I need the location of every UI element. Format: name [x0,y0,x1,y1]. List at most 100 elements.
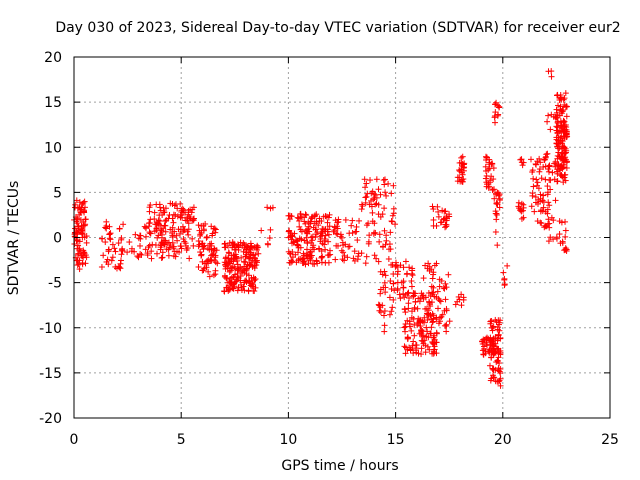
x-axis-label: GPS time / hours [281,458,398,474]
data-point [416,330,423,337]
data-point [481,343,488,350]
data-point [368,197,375,204]
data-point [315,245,322,252]
data-point [493,216,500,223]
data-point [334,242,341,249]
data-point [210,225,217,232]
y-tick-label: 5 [53,185,62,201]
data-point [442,280,449,287]
data-point [562,246,569,253]
data-point [561,150,568,157]
data-point [491,374,498,381]
x-tick-label: 25 [601,432,619,448]
data-point [165,252,172,259]
data-point [546,224,553,231]
data-point [158,227,165,234]
data-point [371,252,378,259]
data-point [102,224,109,231]
data-point [174,237,181,244]
data-point [551,160,558,167]
data-point [388,261,395,268]
data-point [383,192,390,199]
data-point [562,218,569,225]
data-point [234,257,241,264]
data-point [79,234,86,241]
data-point [456,174,463,181]
data-point [235,242,242,249]
data-point [161,241,168,248]
data-point [377,191,384,198]
data-point [185,220,192,227]
data-point [554,170,561,177]
data-point [545,238,552,245]
data-point [547,126,554,133]
data-point [537,195,544,202]
data-point [80,254,87,261]
data-point [490,367,497,374]
data-point [363,253,370,260]
data-point [135,235,142,242]
data-point [324,219,331,226]
data-point [76,257,83,264]
data-point [436,297,443,304]
data-point [232,251,239,258]
data-point [376,302,383,309]
data-point [557,91,564,98]
data-point [408,314,415,321]
data-point [115,240,122,247]
data-point [227,267,234,274]
data-point [389,218,396,225]
data-point [422,262,429,269]
data-point [227,282,234,289]
data-point [330,228,337,235]
data-point [366,232,373,239]
data-point [538,220,545,227]
data-point [112,248,119,255]
grid [74,57,610,418]
data-point [496,195,503,202]
data-point [319,253,326,260]
data-point [373,255,380,262]
data-point [247,282,254,289]
data-point [146,220,153,227]
data-point [204,245,211,252]
data-point [200,222,207,229]
data-point [492,119,499,126]
data-point [433,222,440,229]
data-point [76,266,83,273]
data-point [549,169,556,176]
data-point [562,177,569,184]
data-point [518,200,525,207]
data-point [496,204,503,211]
data-point [99,235,106,242]
data-point [363,222,370,229]
data-point [534,182,541,189]
data-point [151,228,158,235]
data-point [375,201,382,208]
data-point [500,269,507,276]
data-point [497,382,504,389]
data-point [297,244,304,251]
data-point [285,248,292,255]
data-point [78,225,85,232]
data-point [386,246,393,253]
data-point [538,175,545,182]
data-point [554,178,561,185]
data-point [411,304,418,311]
data-point [381,176,388,183]
data-point [305,225,312,232]
data-point [543,151,550,158]
data-point [365,238,372,245]
data-point [404,346,411,353]
data-point [103,222,110,229]
data-point [518,215,525,222]
y-tick-label: 20 [44,50,62,66]
data-point [433,329,440,336]
data-point [322,213,329,220]
data-point [237,273,244,280]
data-point [362,194,369,201]
data-point [222,263,229,270]
data-point [334,231,341,238]
data-point [402,291,409,298]
data-point [205,268,212,275]
